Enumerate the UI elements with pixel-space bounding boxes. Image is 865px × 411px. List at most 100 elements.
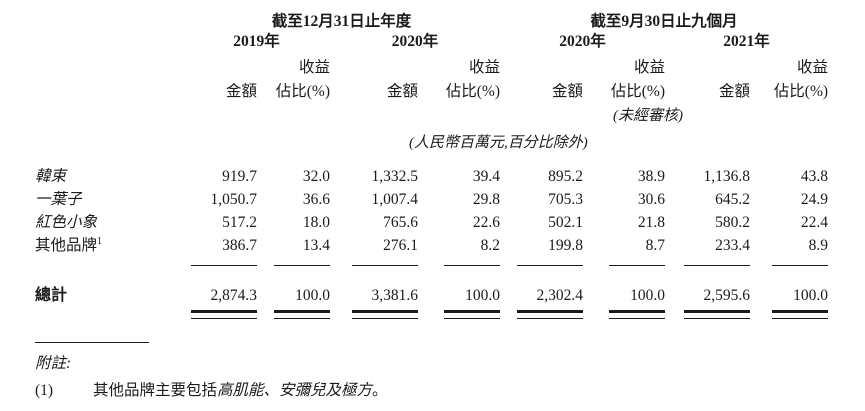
single-rule bbox=[274, 265, 330, 266]
amount-cell: 1,050.7 bbox=[210, 191, 258, 208]
amount-label: 金額 bbox=[719, 83, 751, 100]
period-header-fy: 截至12月31日止年度 bbox=[271, 13, 412, 30]
total-amount-cell: 2,874.3 bbox=[210, 287, 258, 304]
footnote-1-marker: (1) bbox=[35, 382, 54, 399]
amount-label: 金額 bbox=[552, 83, 584, 100]
year-header-2020-9m: 2020年 bbox=[559, 33, 606, 50]
table-row-hanshu: 韓束 919.7 32.0 1,332.5 39.4 895.2 38.9 1,… bbox=[35, 164, 828, 187]
table-row-hongsexiaoxiang: 紅色小象 517.2 18.0 765.6 22.6 502.1 21.8 58… bbox=[35, 210, 828, 233]
amount-cell: 705.3 bbox=[548, 191, 584, 208]
share-cell: 13.4 bbox=[302, 237, 330, 254]
table-row-other-brands: 其他品牌1 386.7 13.4 276.1 8.2 199.8 8.7 233… bbox=[35, 233, 828, 256]
amount-share-subheader-row: 金額 佔比(%) 金額 佔比(%) 金額 佔比(%) 金額 佔比(%) bbox=[35, 78, 828, 102]
brand-name: 其他品牌 bbox=[35, 237, 98, 254]
share-cell: 8.9 bbox=[808, 237, 829, 254]
revenue-label: 收益 bbox=[634, 59, 666, 76]
share-label: 佔比(%) bbox=[610, 83, 666, 100]
amount-label: 金額 bbox=[386, 83, 418, 100]
brand-name: 韓束 bbox=[35, 168, 67, 185]
currency-unit-note: (人民幣百萬元,百分比除外) bbox=[409, 135, 588, 151]
double-rule bbox=[684, 310, 751, 319]
empty-cell bbox=[35, 32, 183, 52]
period-header-row: 截至12月31日止年度 截至9月30日止九個月 bbox=[35, 8, 828, 32]
total-label: 總計 bbox=[35, 287, 68, 304]
share-label: 佔比(%) bbox=[773, 83, 829, 100]
amount-cell: 1,007.4 bbox=[371, 191, 419, 208]
share-cell: 21.8 bbox=[637, 214, 666, 231]
revenue-label: 收益 bbox=[298, 59, 330, 76]
total-amount-cell: 3,381.6 bbox=[371, 287, 419, 304]
empty-cell bbox=[330, 52, 418, 78]
empty-cell bbox=[500, 52, 583, 78]
amount-cell: 276.1 bbox=[383, 237, 418, 254]
amount-cell: 645.2 bbox=[715, 191, 751, 208]
row-label: 一葉子 bbox=[35, 187, 183, 210]
share-cell: 8.7 bbox=[645, 237, 666, 254]
share-cell: 30.6 bbox=[637, 191, 666, 208]
amount-cell: 765.6 bbox=[383, 214, 418, 231]
single-rule bbox=[517, 265, 584, 266]
amount-cell: 517.2 bbox=[222, 214, 257, 231]
table-row-total: 總計 2,874.3 100.0 3,381.6 100.0 2,302.4 1… bbox=[35, 270, 828, 306]
footnotes-heading: 附註: bbox=[35, 355, 72, 372]
double-rule bbox=[444, 310, 501, 319]
single-rule bbox=[444, 265, 501, 266]
empty-cell bbox=[35, 306, 183, 320]
revenue-by-brand-table: 截至12月31日止年度 截至9月30日止九個月 2019年 2020年 2020… bbox=[35, 8, 829, 320]
empty-cell bbox=[183, 52, 257, 78]
share-cell: 24.9 bbox=[800, 191, 829, 208]
year-header-2019: 2019年 bbox=[233, 33, 280, 50]
single-rule bbox=[191, 265, 257, 266]
double-rule bbox=[352, 310, 418, 319]
total-amount-cell: 2,302.4 bbox=[536, 287, 584, 304]
amount-cell: 580.2 bbox=[715, 214, 751, 231]
revenue-label: 收益 bbox=[797, 59, 829, 76]
row-label: 紅色小象 bbox=[35, 210, 183, 233]
empty-cell bbox=[35, 78, 183, 102]
amount-cell: 386.7 bbox=[222, 237, 257, 254]
total-share-cell: 100.0 bbox=[465, 287, 501, 304]
row-label: 其他品牌1 bbox=[35, 233, 183, 256]
share-cell: 8.2 bbox=[480, 237, 501, 254]
revenue-label: 收益 bbox=[469, 59, 501, 76]
empty-cell bbox=[35, 52, 183, 78]
brand-name: 紅色小象 bbox=[35, 214, 98, 231]
footnote-1-period: 。 bbox=[372, 382, 388, 399]
amount-label: 金額 bbox=[225, 83, 257, 100]
amount-cell: 1,136.8 bbox=[703, 168, 751, 185]
year-header-row: 2019年 2020年 2020年 2021年 bbox=[35, 32, 828, 52]
double-rule bbox=[609, 310, 666, 319]
double-rule bbox=[191, 310, 257, 319]
total-share-cell: 100.0 bbox=[793, 287, 829, 304]
table-row-yiyezi: 一葉子 1,050.7 36.6 1,007.4 29.8 705.3 30.6… bbox=[35, 187, 828, 210]
empty-cell bbox=[35, 256, 183, 270]
year-header-2021-9m: 2021年 bbox=[723, 33, 770, 50]
period-header-9m: 截至9月30日止九個月 bbox=[590, 13, 738, 30]
amount-cell: 502.1 bbox=[548, 214, 584, 231]
empty-cell bbox=[35, 8, 183, 32]
amount-cell: 233.4 bbox=[715, 237, 751, 254]
single-rule bbox=[684, 265, 751, 266]
footnote-ref: 1 bbox=[97, 236, 103, 247]
total-share-cell: 100.0 bbox=[295, 287, 330, 304]
double-rule bbox=[772, 310, 829, 319]
revenue-subheader-row: 收益 收益 收益 收益 bbox=[35, 52, 828, 78]
share-cell: 36.6 bbox=[302, 191, 330, 208]
footnote-1-brands: 高肌能、安彌兒及極方 bbox=[217, 382, 373, 399]
subtotal-rule-row bbox=[35, 256, 829, 270]
share-cell: 18.0 bbox=[302, 214, 330, 231]
share-cell: 22.6 bbox=[472, 214, 501, 231]
share-cell: 39.4 bbox=[472, 168, 501, 185]
amount-cell: 895.2 bbox=[548, 168, 584, 185]
footnote-divider bbox=[35, 342, 149, 343]
share-cell: 43.8 bbox=[800, 168, 829, 185]
total-amount-cell: 2,595.6 bbox=[703, 287, 751, 304]
amount-cell: 199.8 bbox=[548, 237, 584, 254]
unaudited-note: (未經審核) bbox=[613, 108, 683, 124]
total-share-cell: 100.0 bbox=[630, 287, 666, 304]
row-label: 韓束 bbox=[35, 164, 183, 187]
amount-cell: 919.7 bbox=[222, 168, 257, 185]
share-label: 佔比(%) bbox=[275, 83, 330, 100]
share-cell: 22.4 bbox=[800, 214, 829, 231]
